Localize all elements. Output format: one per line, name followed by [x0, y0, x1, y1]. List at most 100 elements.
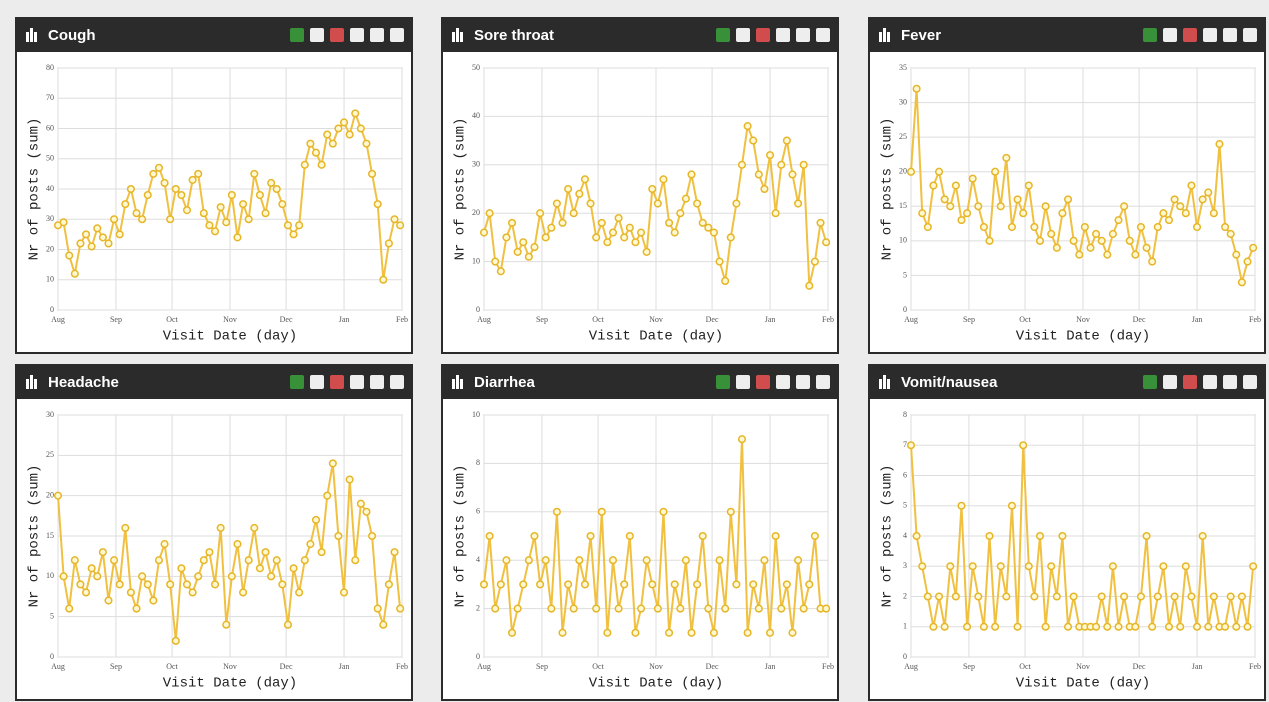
panel-title: Cough [48, 27, 95, 44]
data-point [979, 622, 988, 631]
toolbar-icon[interactable] [1223, 375, 1237, 389]
data-point [771, 209, 780, 218]
data-point [1058, 209, 1067, 218]
toolbar-icon[interactable] [310, 28, 324, 42]
data-point [227, 191, 236, 200]
toolbar-icon[interactable] [816, 28, 830, 42]
toolbar-icon[interactable] [290, 375, 304, 389]
toolbar-icon[interactable] [776, 28, 790, 42]
data-point [569, 604, 578, 613]
data-point [1232, 250, 1241, 259]
toolbar-icon[interactable] [1223, 28, 1237, 42]
toolbar-icon[interactable] [1163, 375, 1177, 389]
data-point [1131, 622, 1140, 631]
toolbar-icon[interactable] [736, 375, 750, 389]
data-point [390, 548, 399, 557]
data-point [1041, 622, 1050, 631]
toolbar-icon[interactable] [1143, 375, 1157, 389]
data-point [1063, 195, 1073, 204]
toolbar-icon[interactable] [1243, 375, 1257, 389]
toolbar-icon[interactable] [370, 28, 384, 42]
toolbar-icon[interactable] [1143, 28, 1157, 42]
toolbar-icon[interactable] [756, 28, 770, 42]
data-point [1192, 622, 1202, 631]
toolbar-icon[interactable] [816, 375, 830, 389]
data-point [1176, 622, 1185, 631]
data-point [267, 178, 276, 187]
toolbar-icon[interactable] [1163, 28, 1177, 42]
data-point [171, 184, 180, 194]
y-tick-label: 6 [903, 470, 907, 479]
data-point [1103, 622, 1112, 631]
x-tick-label: Dec [280, 315, 293, 324]
data-point [295, 588, 304, 597]
data-point [822, 604, 831, 613]
toolbar-icon[interactable] [370, 375, 384, 389]
x-tick-label: Oct [1019, 662, 1031, 671]
y-tick-label: 4 [903, 531, 907, 540]
data-point [295, 221, 304, 230]
data-point [328, 459, 337, 468]
toolbar-icon[interactable] [796, 375, 810, 389]
data-point [143, 191, 152, 200]
toolbar-icon[interactable] [1183, 375, 1197, 389]
toolbar-icon[interactable] [1203, 375, 1217, 389]
data-point [1181, 562, 1190, 571]
toolbar-icon[interactable] [390, 375, 404, 389]
toolbar-icon[interactable] [290, 28, 304, 42]
data-point [979, 222, 988, 232]
data-point [665, 218, 674, 227]
data-point [1047, 229, 1056, 238]
data-point [974, 202, 983, 211]
toolbar-icon[interactable] [1243, 28, 1257, 42]
toolbar-icon[interactable] [330, 28, 344, 42]
x-tick-label: Dec [1133, 315, 1146, 324]
y-tick-label: 0 [903, 652, 907, 661]
data-point [670, 580, 679, 589]
data-point [76, 239, 85, 248]
x-tick-label: Nov [1076, 315, 1090, 324]
data-point [491, 604, 500, 613]
data-point [1120, 202, 1129, 211]
data-point [496, 580, 505, 589]
toolbar-icon[interactable] [350, 375, 364, 389]
header-icon [887, 32, 890, 42]
data-point [676, 209, 685, 218]
x-tick-label: Aug [51, 315, 65, 324]
data-point [575, 556, 584, 565]
header-icon [34, 379, 37, 389]
toolbar-icon[interactable] [736, 28, 750, 42]
data-point [771, 531, 780, 541]
header-icon [887, 379, 890, 389]
toolbar-icon[interactable] [390, 28, 404, 42]
data-point [87, 564, 96, 573]
toolbar-icon[interactable] [716, 28, 730, 42]
data-point [250, 523, 259, 532]
data-point [603, 628, 612, 637]
data-point [530, 243, 539, 252]
data-point [765, 628, 775, 637]
data-point [754, 170, 763, 179]
data-point [659, 507, 668, 516]
data-point [1170, 195, 1179, 204]
x-tick-label: Sep [110, 662, 122, 671]
toolbar-icon[interactable] [310, 375, 324, 389]
data-point [334, 124, 343, 133]
toolbar-icon[interactable] [796, 28, 810, 42]
data-point [580, 580, 590, 589]
toolbar-icon[interactable] [330, 375, 344, 389]
data-point [586, 531, 595, 541]
data-point [732, 199, 741, 208]
toolbar-icon[interactable] [350, 28, 364, 42]
toolbar-icon[interactable] [756, 375, 770, 389]
x-tick-label: Sep [963, 315, 975, 324]
toolbar-icon[interactable] [716, 375, 730, 389]
data-point [687, 628, 696, 637]
data-point [934, 592, 944, 601]
toolbar-icon[interactable] [1183, 28, 1197, 42]
x-tick-label: Dec [706, 662, 719, 671]
toolbar-icon[interactable] [776, 375, 790, 389]
data-point [479, 580, 489, 589]
toolbar-icon[interactable] [1203, 28, 1217, 42]
data-point [721, 276, 730, 286]
